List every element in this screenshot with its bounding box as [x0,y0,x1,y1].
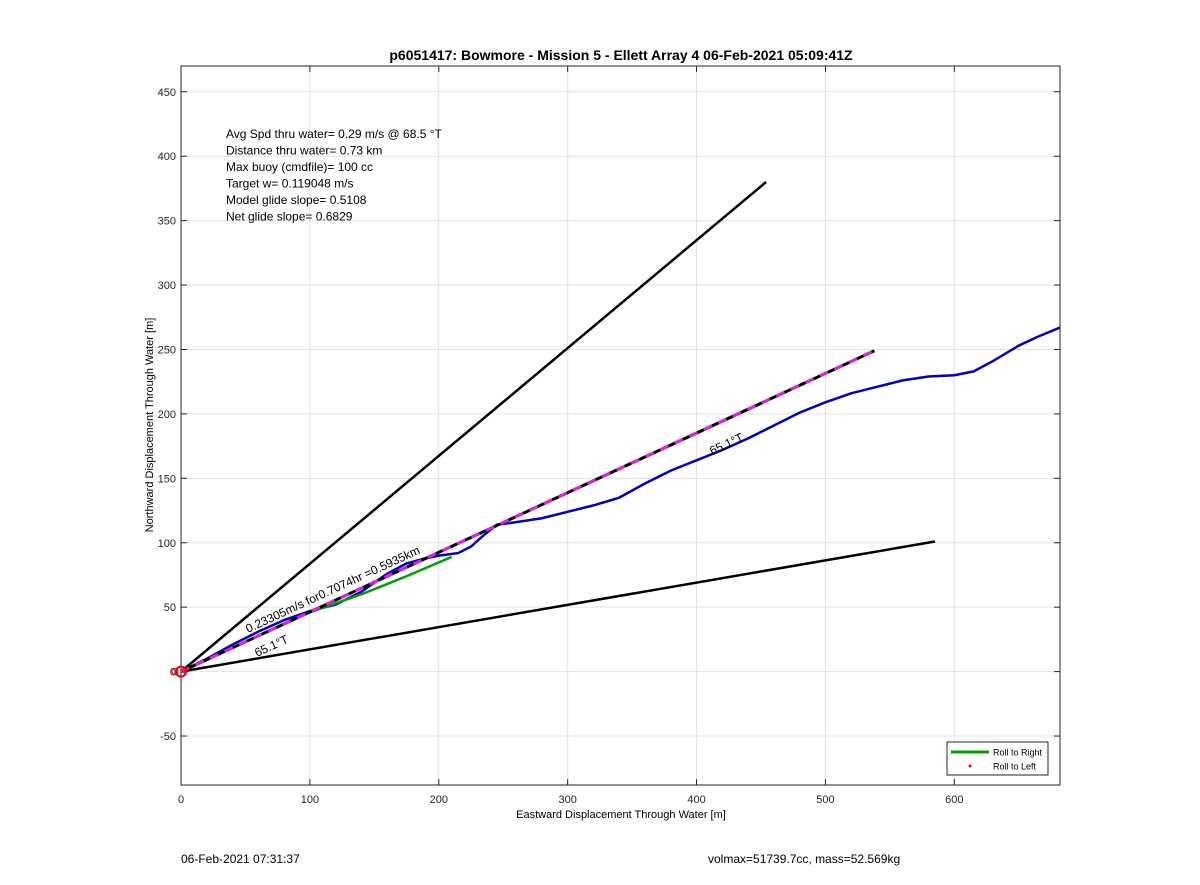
y-tick-label: 450 [158,87,176,99]
y-tick-label: 200 [158,409,176,421]
y-tick-label: 0 [170,667,176,679]
start-marker-small [171,668,179,676]
y-tick-label: 100 [158,538,176,550]
y-tick-label: 50 [164,602,176,614]
start-marker [175,665,187,678]
x-tick-label: 100 [301,794,319,806]
x-tick-label: 400 [687,794,705,806]
roll-to-right-line [309,555,453,614]
legend-label: Roll to Left [993,762,1037,772]
footer-timestamp: 06-Feb-2021 07:31:37 [181,852,300,866]
legend-swatch [968,764,972,768]
start-marker-small [181,667,188,674]
y-axis-label: Northward Displacement Through Water [m] [144,318,156,533]
legend-label: Roll to Right [993,748,1043,758]
x-tick-label: 0 [178,794,184,806]
info-line: Target w= 0.119048 m/s [226,177,354,191]
lower-bound-line [180,540,936,673]
y-tick-label: -50 [160,731,176,743]
x-tick-label: 500 [816,794,834,806]
info-line: Max buoy (cmdfile)= 100 cc [226,160,373,174]
y-tick-label: 150 [158,473,176,485]
y-tick-label: 350 [158,216,176,228]
y-tick-label: 300 [158,280,176,292]
upper-bound-line [180,181,767,673]
plot-area: 0 100 200 300 400 500 600 -50 0 50 100 150 200 250 300… [158,65,1061,806]
heading-line [180,349,876,673]
info-line: Distance thru water= 0.73 km [226,144,382,158]
legend-box [946,741,1049,776]
x-tick-label: 600 [945,794,963,806]
plot-background [181,66,1060,785]
chart-title: p6051417: Bowmore - Mission 5 - Ellett A… [389,47,853,63]
info-line: Model glide slope= 0.5108 [226,193,367,207]
y-tick-label: 400 [158,151,176,163]
info-line: Net glide slope= 0.6829 [226,210,353,224]
info-line: Avg Spd thru water= 0.29 m/s @ 68.5 °T [226,127,443,141]
x-tick-label: 300 [558,794,576,806]
footer-vessel-info: volmax=51739.7cc, mass=52.569kg [708,852,901,866]
x-axis-label: Eastward Displacement Through Water [m] [516,809,726,821]
x-tick-label: 200 [430,794,448,806]
y-tick-label: 250 [158,344,176,356]
plot-frame [180,65,1061,786]
